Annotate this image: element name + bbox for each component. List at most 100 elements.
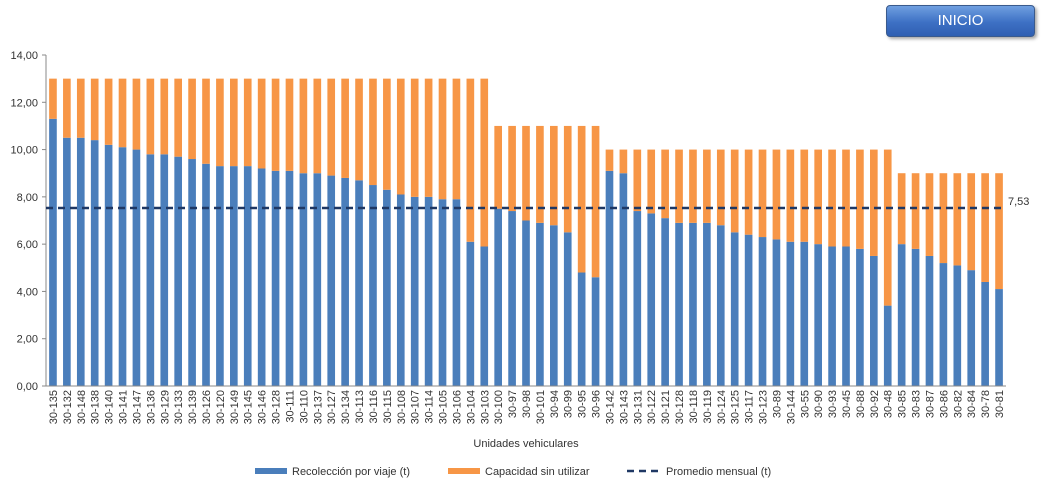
bar-collected [967, 270, 976, 386]
bar-collected [355, 180, 363, 386]
x-tick-label: 30-78 [980, 390, 992, 418]
x-tick-label: 30-128 [271, 390, 283, 424]
x-tick-label: 30-132 [62, 390, 74, 424]
inicio-button[interactable]: INICIO [886, 5, 1035, 37]
bar-collected [271, 170, 280, 386]
bar-unused [480, 78, 489, 247]
bar-unused [49, 78, 57, 119]
bar-collected [494, 208, 502, 386]
bar-collected [605, 170, 614, 386]
x-axis: 30-135 30-132 30-148 30-138 30-140 30-141 30-1… [46, 385, 1006, 424]
x-tick-label: 30-139 [187, 390, 199, 424]
bar-unused [828, 149, 836, 247]
bar-collected [633, 211, 642, 386]
bar-collected [939, 263, 948, 386]
bar-collected [772, 239, 781, 386]
x-tick-label: 30-114 [424, 390, 436, 423]
bar-unused [216, 78, 224, 167]
legend: Recolección por viaje (t) Capacidad sin … [255, 466, 771, 478]
x-tick-label: 30-125 [730, 390, 742, 424]
bar-unused [981, 173, 989, 282]
legend-label-average: Promedio mensual (t) [666, 466, 771, 478]
bar-collected [661, 218, 669, 386]
bar-collected [230, 166, 238, 386]
bar-unused [967, 173, 976, 271]
bar-collected [160, 154, 169, 386]
bar-unused [856, 149, 864, 249]
bar-collected [925, 255, 934, 386]
bar-collected [883, 305, 892, 386]
bar-collected [744, 234, 753, 386]
x-tick-label: 30-138 [90, 390, 102, 424]
bar-unused [341, 78, 349, 178]
x-tick-label: 30-83 [911, 390, 923, 418]
x-tick-label: 30-113 [354, 390, 366, 423]
bar-unused [633, 149, 642, 212]
bar-unused [647, 149, 656, 214]
bar-collected [703, 222, 711, 386]
x-tick-label: 30-104 [465, 390, 477, 424]
bar-unused [257, 78, 266, 169]
bar-collected [49, 118, 57, 386]
bar-collected [327, 175, 336, 386]
x-tick-label: 30-103 [479, 390, 491, 424]
bar-collected [438, 199, 447, 386]
bar-collected [313, 173, 322, 386]
x-tick-label: 30-99 [563, 390, 575, 418]
x-tick-label: 30-122 [646, 390, 658, 424]
x-tick-label: 30-147 [131, 390, 143, 424]
bar-unused [327, 78, 336, 176]
bar-collected [63, 137, 71, 386]
bar-unused [202, 78, 210, 164]
y-tick-label: 4,00 [17, 286, 38, 298]
bar-collected [689, 222, 697, 386]
bar-unused [953, 173, 962, 266]
bar-collected [828, 246, 836, 386]
bar-unused [383, 78, 391, 190]
bar-unused [814, 149, 822, 245]
bar-unused [870, 149, 878, 256]
bar-unused [118, 78, 127, 148]
bar-collected [995, 289, 1003, 386]
x-tick-label: 30-141 [118, 390, 130, 424]
bar-collected [90, 140, 99, 386]
bar-collected [870, 255, 878, 386]
bar-unused [716, 149, 725, 226]
x-tick-label: 30-95 [577, 390, 589, 418]
y-tick-label: 12,00 [10, 97, 38, 109]
bar-collected [911, 248, 920, 386]
bar-unused [744, 149, 753, 235]
bar-unused [466, 78, 475, 242]
bar-unused [995, 173, 1003, 290]
bar-unused [230, 78, 238, 167]
bar-collected [675, 222, 683, 386]
bar-unused [661, 149, 669, 219]
x-tick-label: 30-93 [827, 390, 839, 418]
x-tick-label: 30-145 [243, 390, 255, 424]
x-tick-label: 30-149 [229, 390, 241, 424]
x-tick-label: 30-140 [104, 390, 116, 424]
bar-collected [118, 147, 127, 386]
bar-unused [494, 125, 502, 209]
x-tick-label: 30-107 [410, 390, 422, 424]
bar-unused [146, 78, 155, 155]
bar-collected [188, 159, 196, 386]
x-tick-label: 30-148 [76, 390, 88, 424]
average-label: 7,53 [1008, 196, 1029, 208]
bar-unused [174, 78, 182, 157]
y-tick-label: 6,00 [17, 239, 38, 251]
legend-label-unused: Capacidad sin utilizar [485, 466, 590, 478]
x-tick-label: 30-133 [173, 390, 185, 424]
x-tick-label: 30-81 [994, 390, 1006, 418]
x-tick-label: 30-116 [368, 390, 380, 423]
bar-collected [563, 232, 572, 386]
x-tick-label: 30-135 [48, 390, 60, 424]
bar-unused [939, 173, 948, 264]
bar-unused [188, 78, 196, 160]
y-tick-label: 10,00 [10, 145, 38, 157]
bar-unused [772, 149, 781, 240]
x-tick-label: 30-144 [785, 390, 797, 424]
bar-collected [146, 154, 155, 386]
bar-unused [90, 78, 99, 141]
